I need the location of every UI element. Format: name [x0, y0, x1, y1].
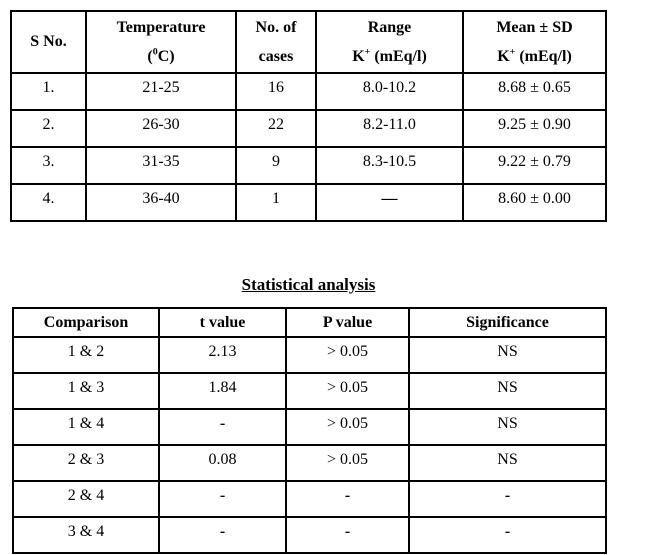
- column-header-mean-sd: Mean ± SD K+ (mEq/l): [462, 10, 607, 74]
- cell-significance-dash: -: [408, 516, 607, 554]
- table-row: 2 & 3 0.08 > 0.05 NS: [12, 444, 607, 482]
- cell-sno: 1.: [10, 72, 87, 111]
- temperature-potassium-table: S No. Temperature (0C) No. of cases Rang…: [10, 10, 607, 222]
- column-header-p-value: P value: [285, 307, 410, 338]
- column-header-temperature: Temperature (0C): [85, 10, 237, 74]
- k-symbol: K: [497, 48, 510, 65]
- k-plus-superscript: +: [509, 46, 516, 58]
- column-header-comparison: Comparison: [12, 307, 160, 338]
- cell-sno: 2.: [10, 109, 87, 148]
- cell-cases: 9: [235, 146, 317, 185]
- temp-unit-superscript: 0: [152, 46, 158, 58]
- cell-sno: 3.: [10, 146, 87, 185]
- table-row: 1 & 4 - > 0.05 NS: [12, 408, 607, 446]
- cell-significance: NS: [408, 408, 607, 446]
- column-header-t-value: t value: [158, 307, 287, 338]
- cell-temperature: 26-30: [85, 109, 237, 148]
- header-line-2: K+ (mEq/l): [465, 42, 604, 71]
- header-line-1: Temperature: [116, 19, 206, 36]
- table-row: 2. 26-30 22 8.2-11.0 9.25 ± 0.90: [10, 109, 607, 148]
- cell-mean-sd: 8.68 ± 0.65: [462, 72, 607, 111]
- cell-range: 8.0-10.2: [315, 72, 464, 111]
- cell-cases: 16: [235, 72, 317, 111]
- table-row: 3. 31-35 9 8.3-10.5 9.22 ± 0.79: [10, 146, 607, 185]
- cell-p-value-dash: -: [285, 516, 410, 554]
- table-row: 4. 36-40 1 — 8.60 ± 0.00: [10, 183, 607, 222]
- cell-p-value-dash: -: [285, 480, 410, 518]
- cell-t-value-dash: -: [158, 480, 287, 518]
- column-header-range: Range K+ (mEq/l): [315, 10, 464, 74]
- k-unit: (mEq/l): [515, 48, 572, 65]
- cell-p-value: > 0.05: [285, 336, 410, 374]
- column-header-significance: Significance: [408, 307, 607, 338]
- statistical-analysis-title: Statistical analysis: [12, 275, 605, 295]
- cell-t-value: 0.08: [158, 444, 287, 482]
- table1-header-row: S No. Temperature (0C) No. of cases Rang…: [10, 10, 607, 74]
- cell-p-value: > 0.05: [285, 408, 410, 446]
- cell-comparison: 2 & 4: [12, 480, 160, 518]
- cell-t-value: 2.13: [158, 336, 287, 374]
- cell-temperature: 36-40: [85, 183, 237, 222]
- column-header-sno-label: S No.: [30, 33, 67, 50]
- header-line-1: No. of: [255, 19, 297, 36]
- statistical-analysis-title-text: Statistical analysis: [241, 275, 376, 294]
- cell-significance: NS: [408, 336, 607, 374]
- cell-cases: 22: [235, 109, 317, 148]
- k-plus-superscript: +: [364, 46, 371, 58]
- cell-sno: 4.: [10, 183, 87, 222]
- header-line-2: cases: [258, 48, 294, 65]
- column-header-sno: S No.: [10, 10, 87, 74]
- table-row: 3 & 4 - - -: [12, 516, 607, 554]
- cell-t-value-dash: -: [158, 408, 287, 446]
- cell-cases: 1: [235, 183, 317, 222]
- header-line-2: (0C): [88, 42, 234, 71]
- cell-significance: NS: [408, 372, 607, 410]
- cell-range-dash: —: [315, 183, 464, 222]
- cell-significance-dash: -: [408, 480, 607, 518]
- cell-significance: NS: [408, 444, 607, 482]
- header-line-1: Mean ± SD: [496, 19, 573, 36]
- cell-range: 8.2-11.0: [315, 109, 464, 148]
- cell-mean-sd: 8.60 ± 0.00: [462, 183, 607, 222]
- header-line-1: Range: [367, 19, 412, 36]
- column-header-cases: No. of cases: [235, 10, 317, 74]
- cell-comparison: 2 & 3: [12, 444, 160, 482]
- cell-mean-sd: 9.22 ± 0.79: [462, 146, 607, 185]
- cell-range: 8.3-10.5: [315, 146, 464, 185]
- header-line-2: K+ (mEq/l): [318, 42, 461, 71]
- table2-header-row: Comparison t value P value Significance: [12, 307, 607, 338]
- table-row: 2 & 4 - - -: [12, 480, 607, 518]
- cell-t-value-dash: -: [158, 516, 287, 554]
- temp-unit-rest: C): [157, 48, 175, 65]
- cell-comparison: 1 & 2: [12, 336, 160, 374]
- cell-p-value: > 0.05: [285, 372, 410, 410]
- table-row: 1. 21-25 16 8.0-10.2 8.68 ± 0.65: [10, 72, 607, 111]
- cell-p-value: > 0.05: [285, 444, 410, 482]
- cell-comparison: 3 & 4: [12, 516, 160, 554]
- table-row: 1 & 3 1.84 > 0.05 NS: [12, 372, 607, 410]
- k-symbol: K: [352, 48, 365, 65]
- cell-mean-sd: 9.25 ± 0.90: [462, 109, 607, 148]
- temp-unit-open: (: [147, 48, 153, 65]
- k-unit: (mEq/l): [370, 48, 427, 65]
- cell-comparison: 1 & 4: [12, 408, 160, 446]
- cell-t-value: 1.84: [158, 372, 287, 410]
- table-row: 1 & 2 2.13 > 0.05 NS: [12, 336, 607, 374]
- cell-comparison: 1 & 3: [12, 372, 160, 410]
- cell-temperature: 31-35: [85, 146, 237, 185]
- cell-temperature: 21-25: [85, 72, 237, 111]
- statistical-analysis-table: Comparison t value P value Significance …: [12, 307, 607, 554]
